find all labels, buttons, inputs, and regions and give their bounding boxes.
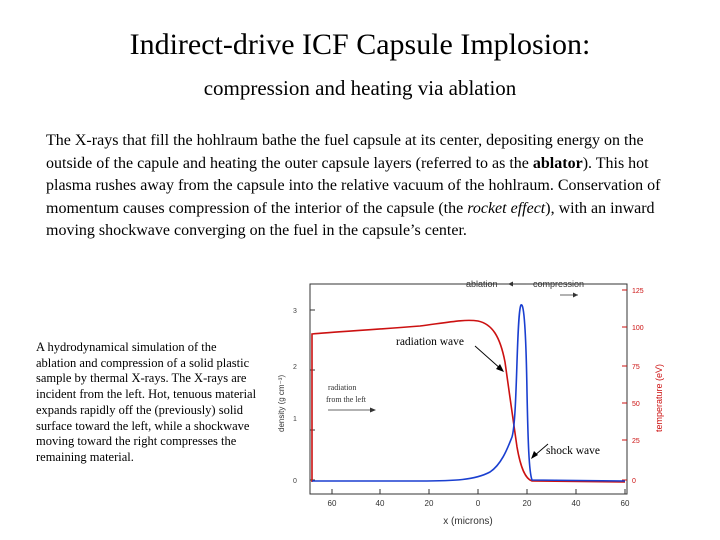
x-axis-label: x (microns) (443, 516, 492, 527)
radiation-from-left-label: radiation (328, 383, 356, 392)
temperature-curve (311, 319, 626, 483)
body-text-rocket-effect: rocket effect (467, 199, 546, 217)
slide-subtitle: compression and heating via ablation (203, 76, 517, 100)
radiation-arrow-head (370, 407, 376, 413)
slide-title: Indirect-drive ICF Capsule Implosion: (129, 28, 591, 61)
y-right-tick-label: 75 (632, 364, 640, 371)
radiation-wave-pointer (474, 345, 503, 371)
shock-wave-label: shock wave (546, 445, 600, 457)
x-tick-label: 20 (523, 499, 532, 508)
x-tick-label: 40 (376, 499, 385, 508)
body-text-part-1: The X-rays that fill the hohlraum bathe … (46, 132, 644, 172)
ablation-arrow-head (508, 281, 513, 287)
plot-frame (309, 283, 628, 495)
y-right-tick-label: 25 (632, 438, 640, 445)
y-left-tick-label: 0 (293, 478, 297, 485)
y-right-tick-label: 50 (632, 401, 640, 408)
x-tick-label: 40 (572, 499, 581, 508)
y-right-tick-label: 100 (632, 325, 644, 332)
compression-arrow-head (573, 292, 578, 298)
radiation-from-left-label: from the left (326, 395, 367, 404)
y-right-tick-label: 0 (632, 478, 636, 485)
ablation-label: ablation (466, 279, 498, 289)
density-curve (312, 304, 626, 482)
body-text-ablator: ablator (532, 154, 583, 172)
y-left-tick-label: 1 (293, 416, 297, 423)
simulation-figure: 0 1 2 3 density (g cm⁻³) 0 25 50 75 100 … (270, 272, 690, 534)
right-axis: 0 25 50 75 100 125 temperature (eV) (622, 288, 664, 485)
radiation-wave-label: radiation wave (396, 336, 464, 348)
x-tick-label: 20 (425, 499, 434, 508)
y-left-tick-label: 3 (293, 308, 297, 315)
compression-label: compression (533, 279, 584, 289)
left-axis: 0 1 2 3 density (g cm⁻³) (277, 308, 315, 485)
body-text-part-3: ). This hot plasma rushes away from the … (46, 154, 661, 217)
body-text-part-5: ), with an inward moving shockwave conve… (46, 199, 655, 240)
y-right-tick-label: 125 (632, 288, 644, 295)
figure-caption: A hydrodynamical simulation of the ablat… (36, 340, 257, 464)
body-paragraph: The X-rays that fill the hohlraum bathe … (46, 130, 686, 243)
y-right-axis-label: temperature (eV) (654, 364, 664, 432)
y-left-tick-label: 2 (293, 364, 297, 371)
x-tick-label: 60 (621, 499, 630, 508)
y-left-axis-label: density (g cm⁻³) (277, 375, 286, 432)
x-axis: 60 40 20 0 20 40 60 x (microns) (328, 489, 630, 527)
radiation-wave-pointer-head (496, 364, 504, 372)
shock-wave-pointer-head (531, 451, 538, 459)
simulation-plot: 0 1 2 3 density (g cm⁻³) 0 25 50 75 100 … (277, 279, 664, 527)
x-tick-label: 60 (328, 499, 337, 508)
x-tick-label: 0 (476, 499, 481, 508)
